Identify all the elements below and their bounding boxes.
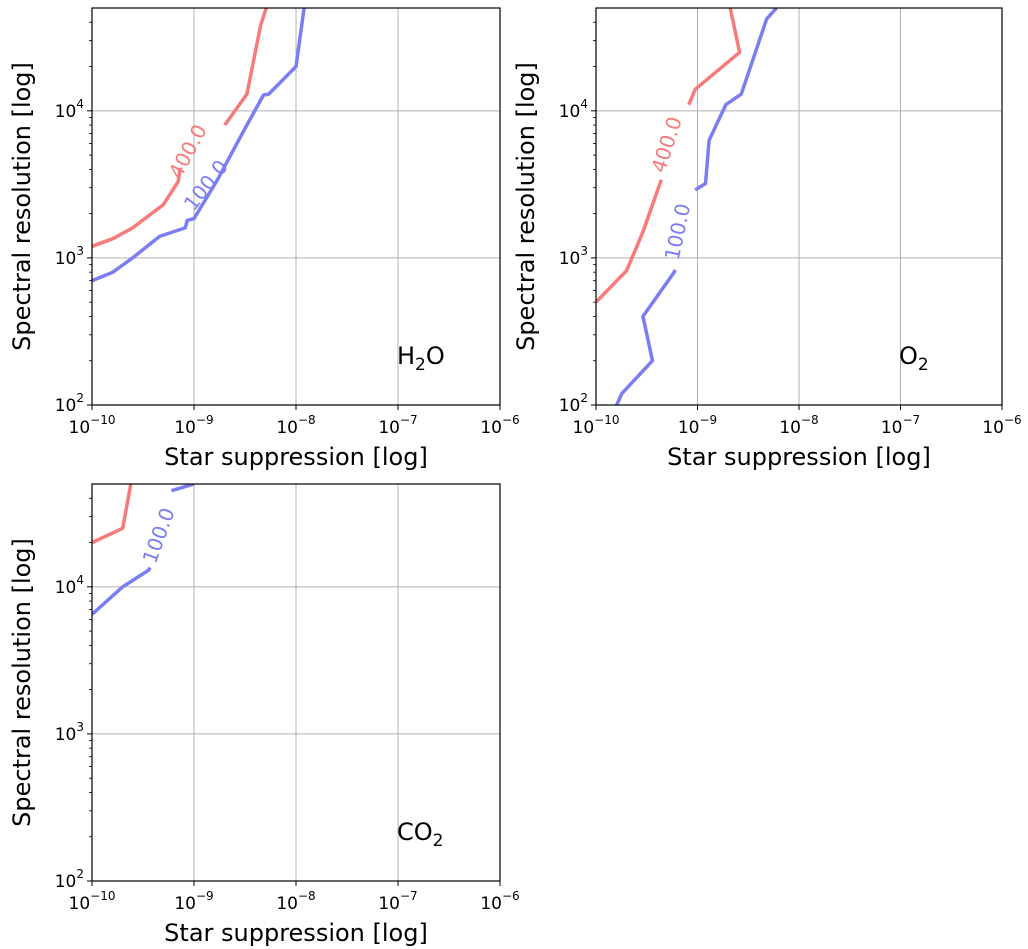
molecule-label: CO2 [397,818,443,851]
contour-line-blue [92,8,306,283]
y-tick-label: 103 [559,244,588,269]
y-axis-label: Spectral resolution [log] [8,62,36,351]
contour-line-blue [92,566,152,616]
contour-line-red [687,8,742,106]
molecule-label: O2 [899,342,929,375]
contour-label: 400.0 [646,114,687,176]
contour-line-blue [615,269,677,405]
x-axis-label: Star suppression [log] [667,443,931,471]
x-axis-label: Star suppression [log] [164,443,428,471]
x-tick-label: 10−6 [982,413,1021,438]
contour-label: 100.0 [660,201,695,262]
x-tick-label: 10−10 [573,413,620,438]
y-tick-label: 102 [55,391,84,416]
y-axis-label: Spectral resolution [log] [512,62,540,351]
contour-line-red [92,167,182,248]
y-tick-label: 102 [559,391,588,416]
y-tick-label: 103 [55,244,84,269]
contour-line-red [92,484,133,545]
x-tick-label: 10−8 [276,413,315,438]
x-tick-label: 10−8 [276,889,315,914]
x-tick-label: 10−9 [174,889,213,914]
subplot-co2: 100.0 10−10 10−9 10−8 10−7 10−6 102 103 104 Star … [8,483,520,947]
contour-line-blue [170,484,195,493]
x-tick-label: 10−7 [378,889,417,914]
y-tick-label: 104 [559,97,588,122]
y-tick-label: 102 [55,867,84,892]
x-axis-label: Star suppression [log] [164,919,428,947]
contour-line-red [223,8,268,127]
x-tick-label: 10−9 [174,413,213,438]
x-tick-label: 10−8 [779,413,818,438]
y-axis-label: Spectral resolution [log] [8,538,36,827]
x-tick-label: 10−10 [69,889,116,914]
x-tick-label: 10−10 [69,413,116,438]
x-tick-label: 10−9 [678,413,717,438]
y-tick-label: 103 [55,720,84,745]
molecule-label: H2O [397,342,445,375]
x-tick-label: 10−6 [480,889,519,914]
x-tick-label: 10−7 [378,413,417,438]
subplot-o2: 400.0 100.0 10−10 10−9 10−8 10−7 10−6 102 103 104… [512,7,1022,471]
x-tick-label: 10−6 [480,413,519,438]
y-tick-label: 104 [55,97,84,122]
contour-label: 100.0 [138,504,180,566]
contour-line-blue [694,8,778,192]
x-tick-label: 10−7 [881,413,920,438]
y-tick-label: 104 [55,573,84,598]
contour-line-red [596,179,663,304]
